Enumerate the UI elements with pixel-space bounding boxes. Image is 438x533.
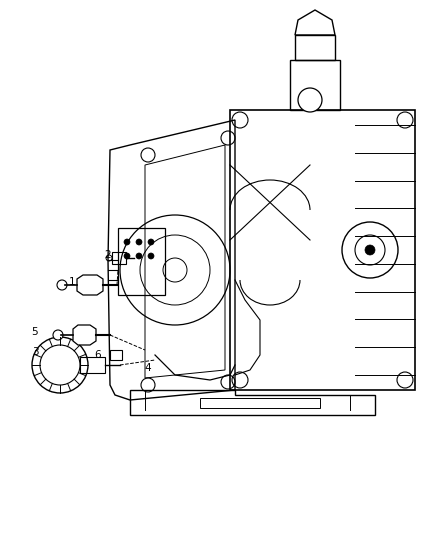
Text: 2: 2 <box>105 250 111 260</box>
Circle shape <box>148 253 154 259</box>
Polygon shape <box>77 275 103 295</box>
Circle shape <box>53 330 63 340</box>
Circle shape <box>298 88 322 112</box>
Text: 6: 6 <box>95 350 101 360</box>
Circle shape <box>57 280 67 290</box>
Circle shape <box>124 253 130 259</box>
Circle shape <box>124 239 130 245</box>
Circle shape <box>365 245 375 255</box>
Text: 3: 3 <box>32 347 38 357</box>
Circle shape <box>136 239 142 245</box>
Polygon shape <box>73 325 96 345</box>
Circle shape <box>136 253 142 259</box>
Circle shape <box>148 239 154 245</box>
Text: 5: 5 <box>32 327 38 337</box>
Text: 4: 4 <box>145 363 151 373</box>
Text: 1: 1 <box>69 277 75 287</box>
